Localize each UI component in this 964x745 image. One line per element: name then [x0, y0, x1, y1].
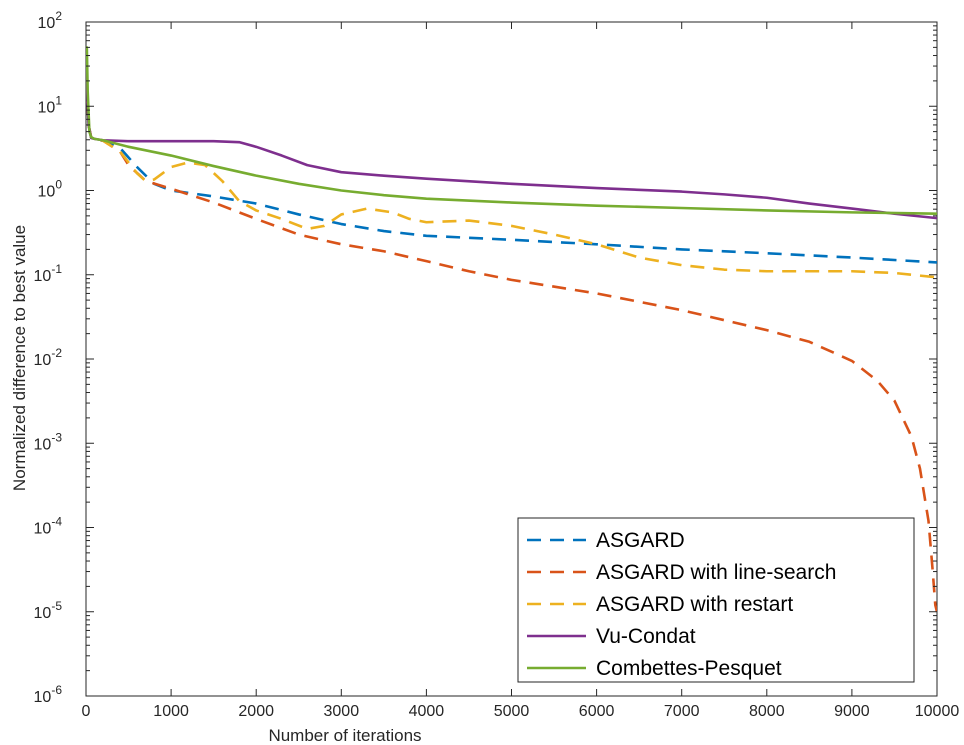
y-tick-label: 10-6 [34, 683, 63, 706]
y-tick-label: 100 [38, 178, 63, 201]
x-axis-label: Number of iterations [268, 726, 421, 745]
y-axis-label: Normalized difference to best value [10, 225, 29, 491]
y-tick-label: 101 [38, 93, 63, 116]
legend-box [517, 517, 915, 683]
x-tick-label: 8000 [749, 703, 785, 720]
series-line-asgard [86, 55, 937, 264]
x-tick-label: 6000 [579, 703, 615, 720]
x-tick-label: 0 [82, 703, 91, 720]
x-axis: 0 1000 2000 3000 4000 5000 6000 7000 8000 9000 100… [82, 22, 960, 720]
x-tick-label: 7000 [664, 703, 700, 720]
y-tick-label: 102 [38, 9, 63, 32]
y-tick-label: 10-3 [34, 430, 63, 453]
x-tick-label: 4000 [409, 703, 445, 720]
y-tick-label: 10-2 [34, 346, 63, 369]
series-line-combettes-pesquet [86, 46, 937, 216]
legend-label: ASGARD with restart [596, 593, 793, 616]
legend: ASGARD ASGARD with line-search ASGARD with… [517, 517, 915, 683]
x-tick-label: 2000 [238, 703, 274, 720]
y-tick-label: 10-1 [34, 262, 63, 285]
legend-label: ASGARD [596, 529, 685, 552]
legend-label: Combettes-Pesquet [596, 657, 782, 680]
series-layer [86, 46, 937, 613]
x-tick-label: 10000 [915, 703, 960, 720]
x-tick-label: 5000 [494, 703, 530, 720]
x-tick-label: 9000 [834, 703, 870, 720]
y-tick-label: 10-4 [34, 515, 63, 538]
legend-label: ASGARD with line-search [596, 561, 836, 584]
x-tick-label: 3000 [324, 703, 360, 720]
x-tick-label: 1000 [153, 703, 189, 720]
y-axis: 10-6 10-5 10-4 10-3 10-2 10-1 100 101 102 [34, 9, 937, 706]
legend-label: Vu-Condat [596, 625, 696, 648]
y-tick-label: 10-5 [34, 599, 63, 622]
